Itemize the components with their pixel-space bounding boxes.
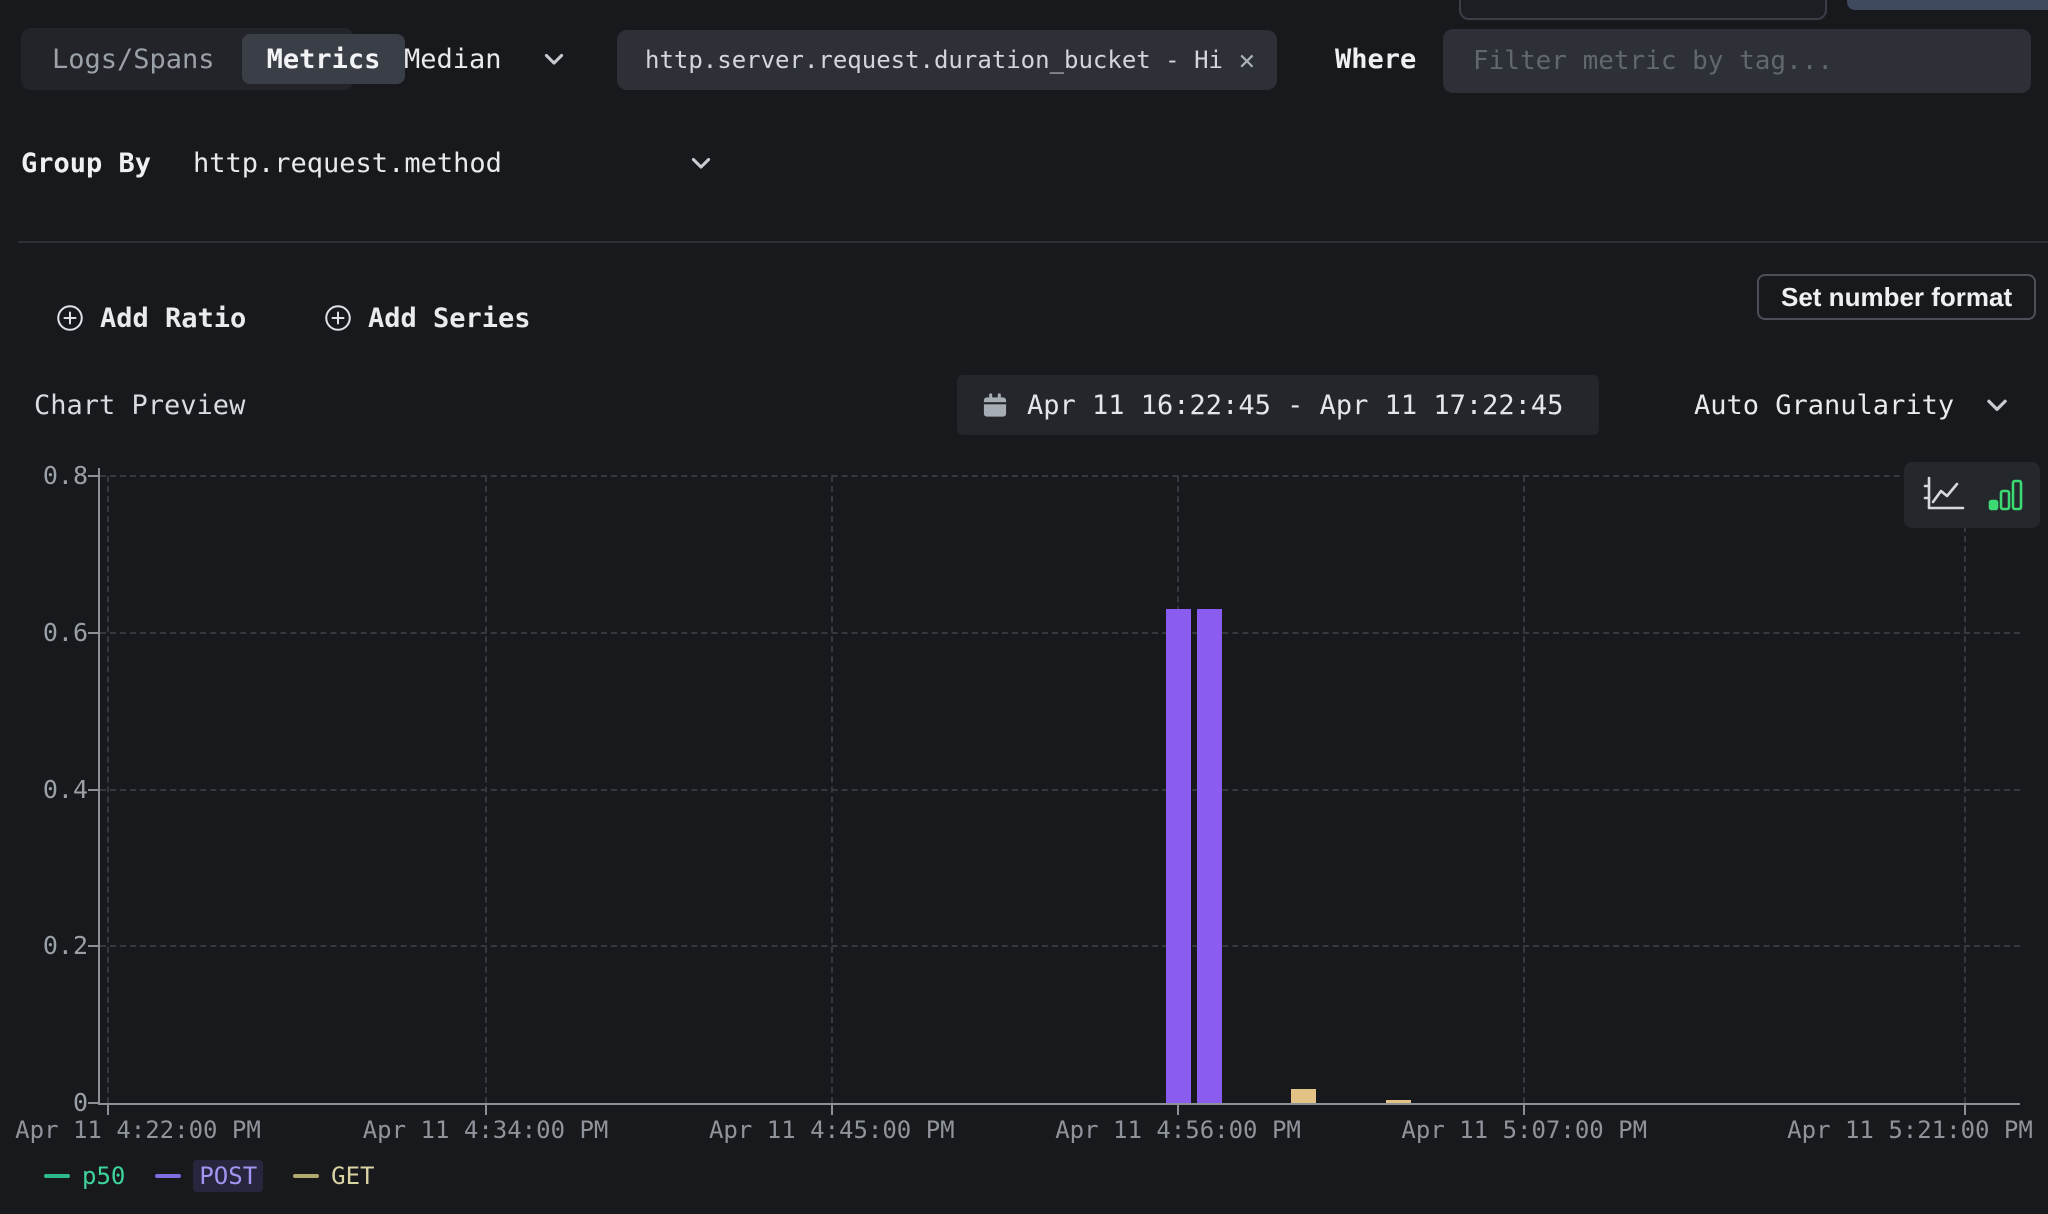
line-chart-icon[interactable]: [1921, 474, 1967, 516]
toggle-logs-spans[interactable]: Logs/Spans: [27, 34, 240, 84]
legend-label: GET: [331, 1160, 374, 1192]
chevron-down-icon: [687, 149, 715, 177]
x-tick-mark: [1523, 1103, 1525, 1115]
calendar-icon: [981, 391, 1009, 419]
legend-item-POST[interactable]: POST: [155, 1160, 263, 1192]
x-tick-label: Apr 11 4:45:00 PM: [702, 1115, 962, 1145]
y-tick-label: 0: [8, 1088, 88, 1118]
y-tick-label: 0.6: [8, 618, 88, 648]
x-gridline: [1523, 476, 1525, 1103]
where-label: Where: [1335, 28, 1416, 90]
legend-dash: [155, 1174, 181, 1178]
group-by-label: Group By: [21, 140, 151, 186]
bar-GET: [1386, 1100, 1411, 1103]
x-tick-label: Apr 11 4:22:00 PM: [8, 1115, 268, 1145]
y-tick-mark: [88, 945, 100, 947]
date-range-picker[interactable]: Apr 11 16:22:45 - Apr 11 17:22:45: [957, 375, 1599, 435]
legend-label: p50: [82, 1160, 125, 1192]
bar-POST: [1166, 609, 1191, 1103]
x-gridline: [831, 476, 833, 1103]
cutoff-button[interactable]: [1847, 0, 2048, 10]
y-tick-mark: [88, 1102, 100, 1104]
y-tick-mark: [88, 789, 100, 791]
metric-value: http.server.request.duration_bucket - Hi: [645, 46, 1229, 74]
x-tick-mark: [1177, 1103, 1179, 1115]
legend-label: POST: [193, 1160, 263, 1192]
remove-metric-icon[interactable]: ✕: [1239, 47, 1255, 74]
y-axis-line: [98, 468, 100, 1105]
where-filter-input[interactable]: [1443, 46, 2031, 76]
chart-legend: p50 POST GET: [44, 1160, 375, 1192]
bar-chart-icon[interactable]: [1987, 477, 2023, 513]
aggregation-select[interactable]: Median: [404, 28, 568, 90]
y-tick-label: 0.8: [8, 461, 88, 491]
granularity-select[interactable]: Auto Granularity: [1694, 380, 2012, 430]
x-tick-label: Apr 11 4:56:00 PM: [1048, 1115, 1308, 1145]
x-tick-label: Apr 11 4:34:00 PM: [356, 1115, 616, 1145]
y-gridline: [100, 945, 2020, 947]
x-axis-line: [98, 1103, 2020, 1105]
add-ratio-label: Add Ratio: [100, 303, 246, 334]
add-ratio-button[interactable]: Add Ratio: [55, 295, 246, 341]
legend-item-p50[interactable]: p50: [44, 1160, 125, 1192]
add-series-button[interactable]: Add Series: [323, 295, 531, 341]
granularity-value: Auto Granularity: [1694, 390, 1954, 421]
where-filter: [1443, 29, 2031, 93]
legend-dash: [44, 1174, 70, 1178]
cutoff-input[interactable]: [1459, 0, 1827, 20]
chart-preview-title: Chart Preview: [34, 382, 245, 428]
date-range-value: Apr 11 16:22:45 - Apr 11 17:22:45: [1027, 390, 1563, 421]
x-tick-mark: [1964, 1103, 1966, 1115]
x-gridline: [485, 476, 487, 1103]
y-gridline: [100, 789, 2020, 791]
toggle-metrics[interactable]: Metrics: [242, 34, 406, 84]
plus-circle-icon: [55, 303, 85, 333]
chevron-down-icon: [540, 45, 568, 73]
x-tick-label: Apr 11 5:21:00 PM: [1780, 1115, 2040, 1145]
add-series-label: Add Series: [368, 303, 531, 334]
bar-POST: [1197, 609, 1222, 1103]
source-toggle: Logs/Spans Metrics: [21, 28, 354, 90]
y-tick-mark: [88, 475, 100, 477]
aggregation-value: Median: [404, 44, 502, 75]
x-gridline: [1177, 476, 1179, 1103]
group-by-select[interactable]: http.request.method: [193, 140, 715, 186]
bar-GET: [1291, 1089, 1316, 1103]
x-gridline: [1964, 476, 1966, 1103]
metrics-query-panel: Logs/Spans Metrics Median http.server.re…: [0, 0, 2048, 1214]
plus-circle-icon: [323, 303, 353, 333]
x-tick-mark: [107, 1103, 109, 1115]
y-gridline: [100, 632, 2020, 634]
section-divider: [18, 241, 2048, 243]
y-tick-label: 0.2: [8, 931, 88, 961]
y-tick-mark: [88, 632, 100, 634]
x-gridline: [107, 476, 109, 1103]
x-tick-mark: [485, 1103, 487, 1115]
y-tick-label: 0.4: [8, 775, 88, 805]
y-gridline: [100, 475, 2020, 477]
chevron-down-icon: [1982, 390, 2012, 420]
x-tick-mark: [831, 1103, 833, 1115]
metric-select[interactable]: http.server.request.duration_bucket - Hi…: [617, 30, 1277, 90]
legend-dash: [293, 1174, 319, 1178]
group-by-value: http.request.method: [193, 148, 502, 179]
legend-item-GET[interactable]: GET: [293, 1160, 374, 1192]
x-tick-label: Apr 11 5:07:00 PM: [1394, 1115, 1654, 1145]
set-number-format-button[interactable]: Set number format: [1757, 274, 2036, 320]
chart-type-toggle: [1904, 462, 2040, 528]
